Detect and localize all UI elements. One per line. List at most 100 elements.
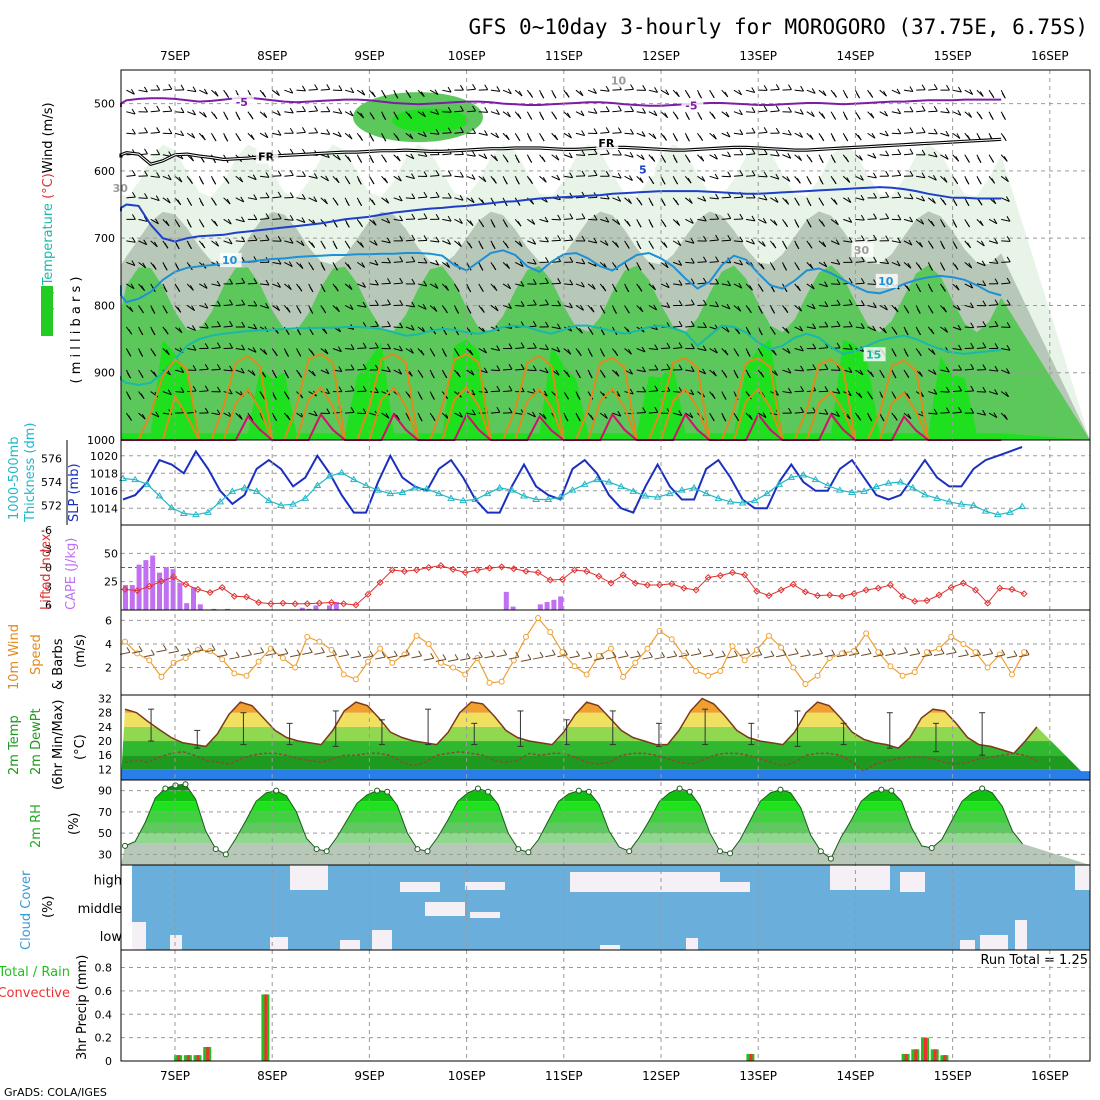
li-point [352, 601, 360, 609]
wind-barb-flag [774, 197, 779, 203]
wind-barb-10m-flag [527, 654, 532, 660]
wind-barb [563, 304, 573, 309]
wind-barb-flag [396, 155, 401, 162]
wind-barb-10m [873, 654, 884, 658]
wind-barb [685, 325, 695, 328]
wind-barb-flag [990, 92, 995, 99]
wind-barb [126, 174, 136, 177]
wind-barb-flag [994, 278, 999, 284]
wind-barb [903, 131, 914, 134]
wind-barb-flag [143, 239, 148, 245]
wind-barb [199, 304, 209, 309]
wind-barb-flag [678, 410, 683, 416]
wind-barb [454, 175, 464, 178]
wind-barb-flag [860, 194, 865, 201]
wind-barb [174, 111, 185, 114]
wind-barb-flag [261, 394, 266, 400]
thickness-point [167, 503, 176, 511]
wind-barb-flag [541, 156, 546, 163]
wind-barb-flag [418, 415, 423, 422]
thickness-point [775, 480, 783, 487]
wind-barb-flag [880, 372, 885, 379]
wind-barb [527, 218, 536, 225]
wind-barb-flag [836, 299, 841, 306]
wind-barb-flag [435, 236, 440, 243]
wind-barb [539, 369, 549, 374]
temp-tick: 32 [98, 693, 112, 706]
wind-barb [126, 196, 136, 199]
wind-barb-flag [663, 135, 667, 141]
wind-barb [770, 88, 780, 91]
wind-barb [746, 175, 756, 177]
wind-barb-flag [702, 256, 707, 263]
wind-barb-flag [713, 347, 718, 354]
wind-barb-flag [505, 134, 510, 141]
wind-barb-flag [929, 265, 933, 271]
wind-barb-flag [580, 305, 584, 311]
wind-barb-flag [921, 127, 926, 133]
wind-barb-flag [654, 87, 659, 93]
wind-barb-10m [715, 655, 726, 659]
wind-barb-10m [496, 654, 507, 658]
wind-barb [624, 348, 632, 355]
wind-speed-point [146, 657, 153, 664]
wind-barb-flag [931, 349, 936, 355]
thickness-point [532, 495, 540, 502]
wind-barb-flag [788, 407, 792, 414]
wind-barb-flag [434, 283, 439, 289]
wind-barb-flag [240, 196, 245, 203]
wind-barb-flag [508, 385, 513, 391]
wind-barb [928, 132, 938, 135]
wind-barb-flag [847, 197, 852, 203]
wind-barb-flag [652, 133, 657, 140]
wind-barb-flag [321, 243, 326, 249]
wind-barb-flag [566, 112, 571, 119]
wind-barb-flag [370, 178, 375, 185]
wind-barb-flag [737, 305, 742, 312]
wind-barb-flag [348, 133, 353, 140]
rh-point [827, 855, 834, 862]
wind-barb-flag [289, 170, 294, 176]
wind-barb [174, 369, 184, 373]
cape-bar [306, 608, 312, 610]
thickness-point [398, 488, 407, 495]
wind-barb-flag [168, 128, 173, 134]
wind-barb-flag [906, 393, 911, 399]
wind-barb-flag [628, 198, 632, 204]
wind-barb-10m-flag [697, 648, 702, 654]
wind-barb-flag [1002, 114, 1006, 120]
wind-barb-flag [845, 156, 850, 163]
wind-barb [405, 154, 415, 160]
wind-barb-flag [199, 200, 204, 207]
wind-barb-flag [751, 148, 756, 155]
wind-barb-10m [909, 653, 920, 657]
li-point [376, 578, 384, 587]
wind-barb-10m-flag [673, 650, 678, 657]
wind-barb [952, 89, 962, 93]
wind-barb-flag [581, 235, 586, 242]
wind-barb-10m [180, 653, 191, 657]
wind-barb-flag [289, 214, 294, 221]
wind-barb-flag [858, 392, 863, 399]
wind-barb-flag [1006, 236, 1011, 242]
thickness-point [228, 487, 237, 494]
wind-barb-flag [588, 372, 593, 379]
li-point [777, 586, 785, 594]
rh-point [928, 845, 935, 851]
wind-barb-10m [533, 656, 544, 660]
wind-barb-flag [688, 198, 693, 204]
wind-tick: 6 [105, 614, 112, 627]
wind-barb-flag [581, 213, 586, 219]
wind-barb [660, 347, 671, 350]
wind-barb-flag [300, 240, 305, 246]
wind-barb-flag [445, 285, 449, 291]
li-point [826, 591, 834, 599]
wind-barb-flag [568, 132, 572, 139]
wind-barb [588, 218, 598, 221]
cape-bar [191, 587, 196, 610]
wind-barb-flag [702, 215, 707, 222]
wind-barb-flag [822, 90, 827, 96]
wind-barb-flag [989, 114, 994, 120]
wind-barb-flag [1002, 135, 1007, 141]
wind-barb [989, 304, 999, 306]
